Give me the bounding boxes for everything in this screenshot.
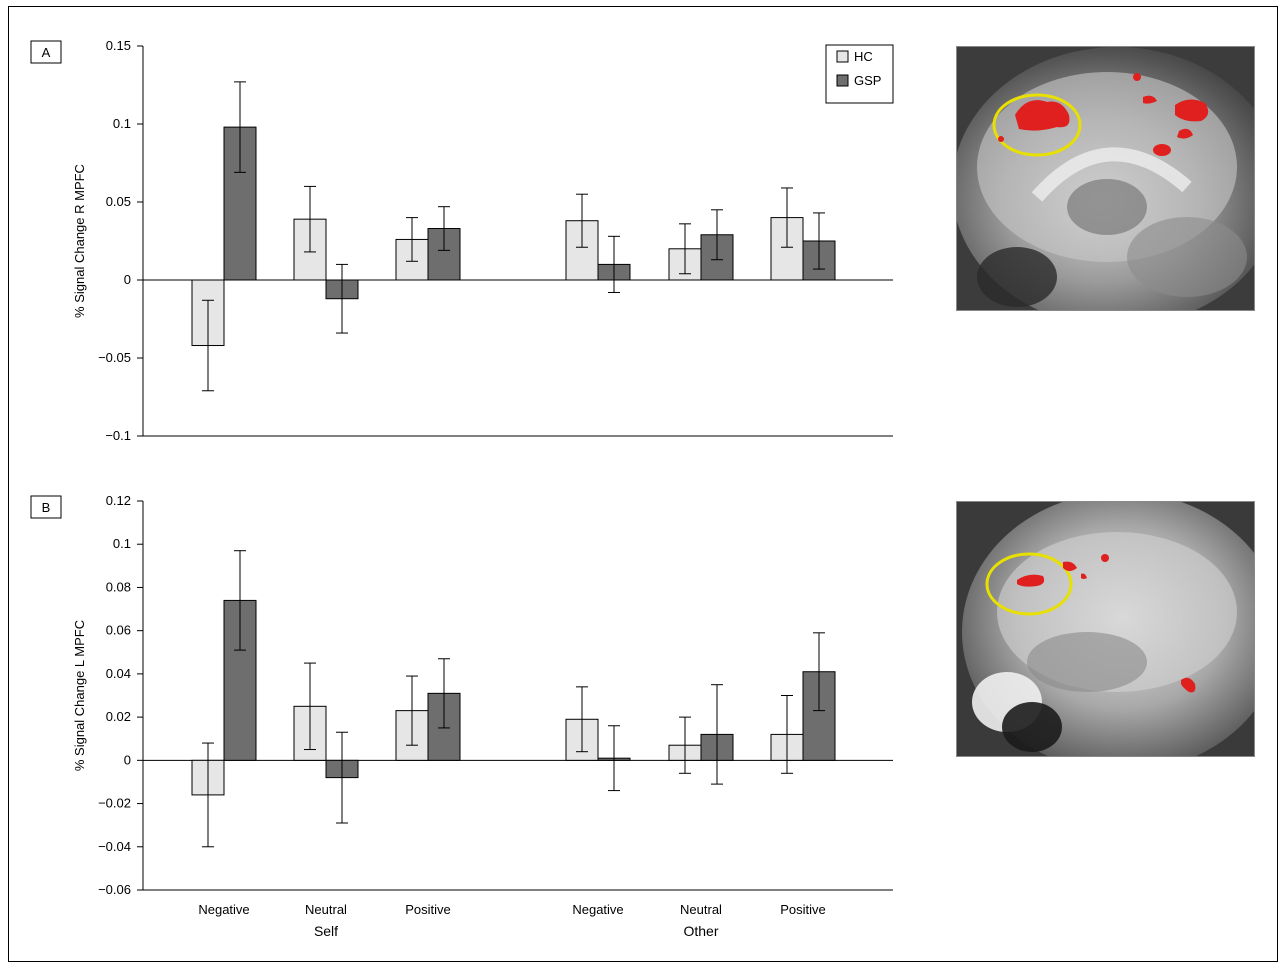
y-axis-title: % Signal Change L MPFC	[72, 620, 87, 771]
panel-label: B	[30, 495, 62, 519]
x-group-label: Other	[683, 923, 718, 939]
y-tick-label: 0.04	[106, 666, 131, 681]
legend-label-gsp: GSP	[854, 73, 881, 88]
x-category-label: Negative	[572, 902, 623, 917]
x-category-label: Positive	[405, 902, 451, 917]
x-category-label: Positive	[780, 902, 826, 917]
legend-swatch-gsp	[836, 74, 849, 87]
y-tick-label: −0.05	[98, 350, 131, 365]
legend-swatch-hc	[836, 50, 849, 63]
y-tick-label: 0	[124, 272, 131, 287]
brain-scan-b-graphic	[957, 502, 1254, 756]
highlight-ellipse	[985, 552, 1073, 616]
legend: HC GSP	[825, 44, 894, 104]
highlight-ellipse	[992, 93, 1082, 157]
y-tick-label: −0.06	[98, 882, 131, 897]
brain-scan-a	[956, 46, 1255, 311]
y-tick-label: 0.05	[106, 194, 131, 209]
figure-frame	[8, 6, 1278, 962]
y-tick-label: 0.02	[106, 709, 131, 724]
y-tick-label: −0.02	[98, 796, 131, 811]
brain-scan-b	[956, 501, 1255, 757]
y-tick-label: −0.04	[98, 839, 131, 854]
y-tick-label: −0.1	[105, 428, 131, 443]
y-tick-label: 0.1	[113, 116, 131, 131]
chart-panel-a: A −0.1 −0.05 0 0.05 0.1 0.15 % Signal Change R …	[30, 38, 894, 443]
x-category-label: Negative	[198, 902, 249, 917]
y-tick-label: 0.15	[106, 38, 131, 53]
legend-label-hc: HC	[854, 49, 873, 64]
panel-label: A	[30, 40, 62, 64]
panel-label-text: B	[42, 500, 51, 515]
x-group-label: Self	[314, 923, 338, 939]
x-category-label: Neutral	[680, 902, 722, 917]
y-tick-label: 0.06	[106, 623, 131, 638]
y-tick-label: 0.12	[106, 493, 131, 508]
brain-scan-a-graphic	[957, 47, 1254, 310]
panel-label-box	[30, 40, 62, 64]
y-tick-label: 0.08	[106, 579, 131, 594]
chart-panel-b: B −0.06 −0.04 −0.02 0 0.02 0.04 0.06 0.08 0.1 0.12…	[30, 493, 893, 897]
y-axis-title: % Signal Change R MPFC	[72, 164, 87, 318]
y-tick-label: 0.1	[113, 536, 131, 551]
x-axis-labels: Negative Neutral Positive Negative Neutral Po…	[198, 902, 825, 939]
y-tick-label: 0	[124, 752, 131, 767]
x-category-label: Neutral	[305, 902, 347, 917]
panel-label-box	[30, 495, 62, 519]
panel-label-text: A	[42, 45, 51, 60]
